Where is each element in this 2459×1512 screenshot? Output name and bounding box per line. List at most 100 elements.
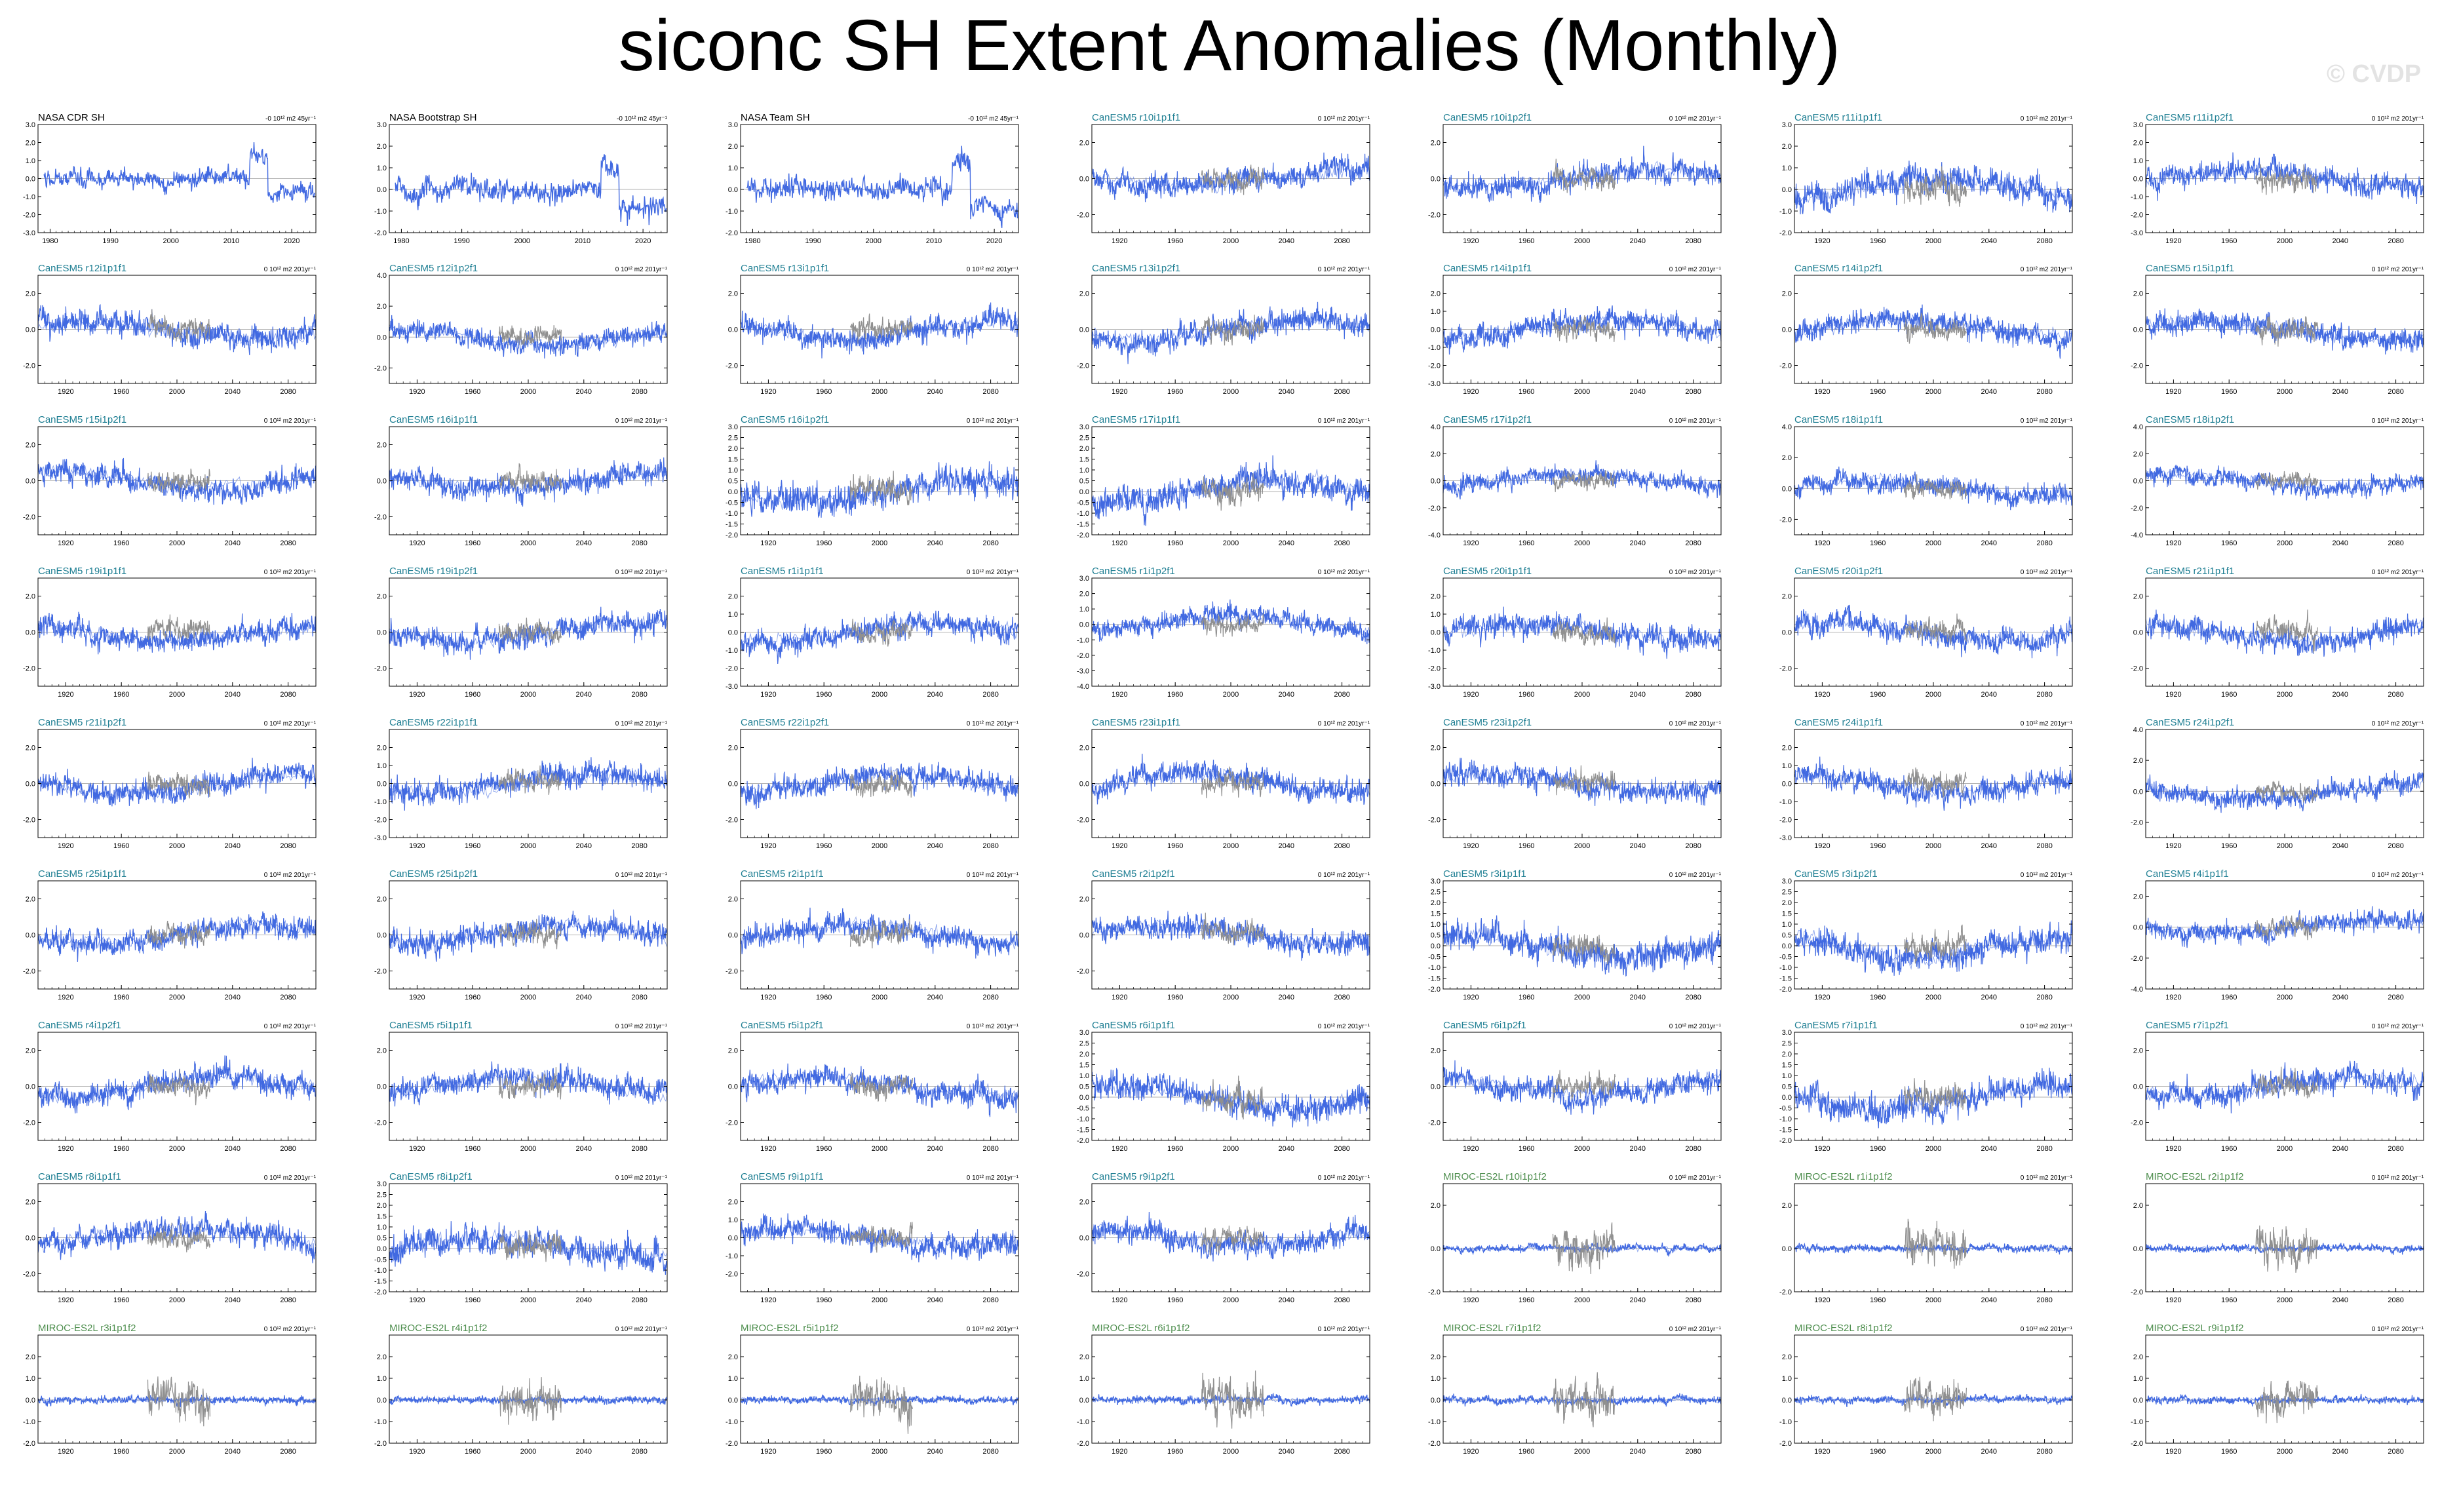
model-series-line [1442, 915, 1722, 977]
x-tick-label: 2040 [576, 539, 592, 547]
obs-overlay-line [1552, 1222, 1616, 1275]
x-tick-label: 1920 [58, 1448, 73, 1456]
model-series-line-overlay [1442, 1245, 1722, 1252]
x-tick-label: 2010 [926, 237, 942, 245]
panel-svg: CanESM5 r9i1p2f1 0 10¹² m2 201yr⁻¹ -2.0 0.0… [1077, 1171, 1370, 1304]
x-tick-label: 2040 [927, 1448, 943, 1456]
x-tick-label: 2080 [2036, 237, 2052, 245]
x-tick-label: 2080 [1685, 691, 1701, 699]
obs-series-line [395, 154, 667, 226]
x-tick-label: 1960 [465, 1296, 480, 1304]
y-tick-label: 2.0 [1431, 450, 1441, 458]
y-tick-label: 1.0 [1782, 165, 1792, 172]
y-tick-label: -2.0 [1428, 1119, 1441, 1127]
y-tick-label: 0.0 [1079, 932, 1089, 940]
y-tick-label: 1.0 [1431, 1375, 1441, 1383]
x-tick-label: 1920 [2165, 994, 2181, 1001]
x-tick-label: 2040 [1630, 1145, 1646, 1153]
model-series-line-overlay [1794, 616, 2073, 648]
model-series-line-overlay [389, 1396, 668, 1403]
y-tick-label: 0.0 [1079, 1235, 1089, 1243]
y-tick-label: 2.0 [1431, 1353, 1441, 1361]
x-tick-label: 1960 [113, 994, 129, 1001]
x-tick-label: 2040 [1981, 539, 1997, 547]
model-series-line-overlay [1442, 617, 1722, 649]
x-tick-label: 2000 [866, 237, 881, 245]
x-tick-label: 2000 [872, 842, 887, 850]
y-tick-label: 0.0 [1431, 1083, 1441, 1091]
x-tick-label: 2080 [2388, 1145, 2403, 1153]
x-tick-label: 2080 [982, 1296, 998, 1304]
x-tick-label: 2080 [2036, 1296, 2052, 1304]
x-tick-label: 2040 [1279, 1448, 1294, 1456]
obs-overlay-line [1553, 617, 1616, 646]
model-series-line-overlay [37, 769, 317, 801]
y-tick-label: -1.0 [1077, 510, 1089, 518]
chart-panel: CanESM5 r23i1p1f1 0 10¹² m2 201yr⁻¹ -2.0 0.… [1053, 710, 1393, 854]
y-tick-label: -0.5 [1077, 1105, 1089, 1113]
trend-label: 0 10¹² m2 201yr⁻¹ [1669, 1023, 1722, 1030]
x-tick-label: 1960 [1519, 1296, 1534, 1304]
x-tick-label: 1920 [1112, 388, 1127, 396]
x-tick-label: 2000 [1926, 539, 1941, 547]
x-tick-label: 1960 [465, 388, 480, 396]
y-tick-label: -1.0 [1428, 964, 1441, 972]
model-series-line [2145, 1060, 2424, 1114]
x-tick-label: 2040 [1981, 388, 1997, 396]
y-tick-label: 2.0 [1079, 140, 1089, 147]
x-tick-label: 2000 [1223, 388, 1239, 396]
y-tick-label: -2.0 [1779, 665, 1792, 673]
y-tick-label: -1.5 [1077, 521, 1089, 529]
panel-title: CanESM5 r25i1p1f1 [38, 868, 126, 880]
obs-overlay-line [1903, 1218, 1967, 1269]
model-series-line-overlay [2145, 778, 2424, 806]
y-tick-label: 2.0 [2133, 593, 2143, 601]
y-tick-label: 2.0 [1782, 1051, 1792, 1058]
x-tick-label: 2080 [2036, 1145, 2052, 1153]
x-tick-label: 2000 [169, 842, 185, 850]
x-tick-label: 2000 [1926, 842, 1941, 850]
x-tick-label: 1920 [409, 842, 425, 850]
y-tick-label: 1.0 [26, 157, 35, 165]
chart-panel: CanESM5 r17i1p1f1 0 10¹² m2 201yr⁻¹ -2.0 -1… [1053, 407, 1393, 551]
model-series-line-overlay [740, 1068, 1019, 1100]
panel-title: CanESM5 r23i1p1f1 [1092, 717, 1180, 728]
y-tick-label: 1.5 [1782, 1062, 1792, 1070]
y-tick-label: -1.0 [374, 1418, 387, 1426]
y-tick-label: -1.0 [1428, 1418, 1441, 1426]
x-tick-label: 1920 [1112, 994, 1127, 1001]
chart-panel: CanESM5 r9i1p1f1 0 10¹² m2 201yr⁻¹ -2.0 -1.… [701, 1164, 1042, 1308]
y-tick-label: 2.0 [1431, 899, 1441, 907]
x-tick-label: 1960 [1167, 994, 1183, 1001]
x-tick-label: 1960 [465, 842, 480, 850]
y-tick-label: 0.0 [2133, 924, 2143, 932]
x-tick-label: 2000 [1574, 388, 1590, 396]
x-tick-label: 2080 [631, 842, 647, 850]
x-tick-label: 1960 [2221, 388, 2237, 396]
x-tick-label: 1960 [2221, 539, 2237, 547]
panel-svg: CanESM5 r2i1p1f1 0 10¹² m2 201yr⁻¹ -2.0 0.0… [726, 868, 1019, 1001]
y-tick-label: 0.0 [728, 1083, 738, 1091]
model-series-line-overlay [1091, 1079, 1370, 1116]
chart-panel: CanESM5 r19i1p2f1 0 10¹² m2 201yr⁻¹ -2.0 0.… [350, 558, 691, 703]
y-tick-label: 0.0 [2133, 629, 2143, 637]
trend-label: 0 10¹² m2 201yr⁻¹ [2021, 266, 2073, 273]
x-tick-label: 2080 [2388, 1296, 2403, 1304]
x-tick-label: 2000 [1926, 1145, 1941, 1153]
panel-title: CanESM5 r1i1p1f1 [741, 566, 824, 577]
plot-frame [740, 124, 1019, 233]
y-tick-label: 3.0 [26, 121, 35, 129]
panel-title: CanESM5 r7i1p1f1 [1794, 1020, 1878, 1031]
y-tick-label: 0.0 [26, 478, 35, 486]
panel-svg: MIROC-ES2L r2i1p1f2 0 10¹² m2 201yr⁻¹ -2.0… [2131, 1171, 2424, 1304]
y-tick-label: -3.0 [2131, 229, 2143, 237]
x-tick-label: 2020 [284, 237, 300, 245]
y-tick-label: -2.0 [1779, 817, 1792, 824]
y-tick-label: -3.0 [1077, 667, 1089, 675]
x-tick-label: 1960 [1167, 842, 1183, 850]
y-tick-label: 0.5 [377, 1235, 387, 1243]
chart-panel: MIROC-ES2L r6i1p1f2 0 10¹² m2 201yr⁻¹ -2.0… [1053, 1315, 1393, 1460]
x-tick-label: 2000 [872, 691, 887, 699]
chart-panel: CanESM5 r3i1p2f1 0 10¹² m2 201yr⁻¹ -2.0 -1.… [1755, 861, 2096, 1005]
model-series-line-overlay [740, 916, 1019, 951]
